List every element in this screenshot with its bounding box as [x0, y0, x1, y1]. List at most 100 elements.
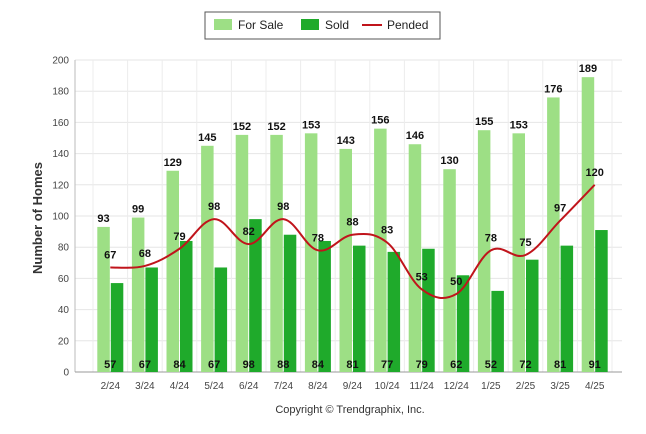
- data-label-pended: 67: [104, 249, 116, 261]
- bar-sold: [560, 245, 574, 372]
- data-label-sold: 79: [416, 359, 428, 371]
- data-label-sold: 67: [208, 359, 220, 371]
- data-label-for-sale: 152: [233, 121, 251, 133]
- bar-for-sale: [512, 133, 525, 372]
- bar-sold: [145, 267, 158, 372]
- bar-sold: [387, 251, 401, 372]
- data-label-sold: 67: [139, 359, 151, 371]
- bar-sold: [491, 290, 504, 372]
- data-label-sold: 57: [104, 359, 116, 371]
- x-tick-label: 11/24: [410, 381, 435, 392]
- data-label-pended: 79: [173, 231, 185, 243]
- x-tick-label: 9/24: [343, 381, 363, 392]
- x-tick-label: 8/24: [308, 381, 328, 392]
- bar-for-sale: [477, 130, 491, 372]
- data-label-for-sale: 145: [198, 132, 216, 144]
- bar-sold: [249, 219, 262, 372]
- data-label-for-sale: 152: [267, 121, 285, 133]
- bars-for-sale: [97, 77, 595, 372]
- bar-for-sale: [374, 128, 387, 372]
- y-tick-label: 100: [52, 212, 69, 223]
- data-label-sold: 52: [485, 359, 497, 371]
- data-label-for-sale: 143: [337, 135, 355, 147]
- data-label-sold: 81: [554, 359, 566, 371]
- x-tick-label: 3/24: [135, 381, 155, 392]
- data-label-for-sale: 153: [510, 119, 528, 131]
- bar-sold: [180, 240, 193, 372]
- legend-label-pended: Pended: [387, 18, 428, 32]
- legend: For Sale Sold Pended: [204, 11, 441, 40]
- bar-for-sale: [201, 145, 214, 372]
- bar-sold: [318, 240, 331, 372]
- bar-for-sale: [339, 148, 352, 372]
- bar-for-sale: [131, 217, 145, 372]
- data-label-for-sale: 130: [440, 155, 458, 167]
- bar-for-sale: [235, 134, 249, 372]
- data-label-for-sale: 93: [97, 213, 109, 225]
- x-tick-label: 12/24: [444, 381, 469, 392]
- legend-swatch-sold: [301, 19, 319, 30]
- y-tick-label: 0: [63, 368, 69, 379]
- x-tick-label: 5/24: [204, 381, 224, 392]
- x-tick-label: 6/24: [239, 381, 259, 392]
- y-tick-label: 140: [52, 149, 69, 160]
- data-label-for-sale: 153: [302, 119, 320, 131]
- legend-label-sold: Sold: [325, 18, 349, 32]
- pended-line-group: [110, 184, 596, 300]
- data-label-pended: 98: [208, 201, 220, 213]
- bar-sold: [456, 275, 470, 372]
- data-label-for-sale: 146: [406, 130, 424, 142]
- data-labels: 93 99 129 145 152 152 153 143 156 146 130 155 153 176…: [97, 63, 603, 371]
- y-tick-label: 80: [58, 243, 70, 254]
- data-label-sold: 81: [346, 359, 358, 371]
- x-tick-label: 2/24: [101, 381, 121, 392]
- bar-for-sale: [270, 134, 283, 372]
- y-axis: 0 20 40 60 80 100 120 140 160 180 200: [52, 56, 76, 379]
- data-label-pended: 120: [586, 167, 604, 179]
- data-label-pended: 83: [381, 225, 393, 237]
- data-label-pended: 50: [450, 276, 462, 288]
- data-label-pended: 53: [416, 271, 428, 283]
- data-label-sold: 84: [173, 359, 186, 371]
- bar-sold: [595, 230, 608, 372]
- bar-sold: [283, 234, 297, 372]
- data-label-for-sale: 99: [132, 204, 144, 216]
- x-tick-label: 7/24: [274, 381, 294, 392]
- legend-swatch-for-sale: [214, 19, 232, 30]
- y-axis-title: Number of Homes: [30, 162, 45, 274]
- data-label-pended: 75: [519, 237, 531, 249]
- x-tick-label: 3/25: [550, 381, 570, 392]
- legend-label-for-sale: For Sale: [238, 18, 284, 32]
- x-tick-label: 4/25: [585, 381, 605, 392]
- data-label-pended: 78: [312, 232, 324, 244]
- y-tick-label: 120: [52, 180, 69, 191]
- bar-for-sale: [443, 169, 456, 372]
- y-tick-label: 40: [58, 305, 70, 316]
- pended-line: [110, 184, 596, 300]
- data-label-for-sale: 129: [164, 157, 182, 169]
- data-label-sold: 72: [519, 359, 531, 371]
- y-tick-label: 160: [52, 118, 69, 129]
- data-label-pended: 82: [243, 226, 255, 238]
- data-label-sold: 88: [277, 359, 289, 371]
- bar-sold: [353, 245, 366, 372]
- data-label-sold: 84: [312, 359, 325, 371]
- data-label-for-sale: 156: [371, 115, 389, 127]
- data-label-pended: 88: [346, 217, 358, 229]
- data-label-for-sale: 155: [475, 116, 493, 128]
- y-tick-label: 200: [52, 56, 69, 67]
- data-label-for-sale: 189: [579, 63, 597, 75]
- x-tick-label: 10/24: [375, 381, 400, 392]
- bar-for-sale: [304, 133, 318, 372]
- bar-for-sale: [408, 144, 422, 372]
- data-label-sold: 98: [243, 359, 255, 371]
- bar-sold: [214, 267, 228, 372]
- bar-sold: [422, 248, 435, 372]
- copyright-footer: Copyright © Trendgraphix, Inc.: [275, 404, 424, 416]
- y-tick-label: 180: [52, 87, 69, 98]
- bars-sold: [110, 219, 608, 372]
- x-tick-label: 2/25: [516, 381, 536, 392]
- bar-for-sale: [581, 77, 595, 372]
- bar-sold: [526, 259, 539, 372]
